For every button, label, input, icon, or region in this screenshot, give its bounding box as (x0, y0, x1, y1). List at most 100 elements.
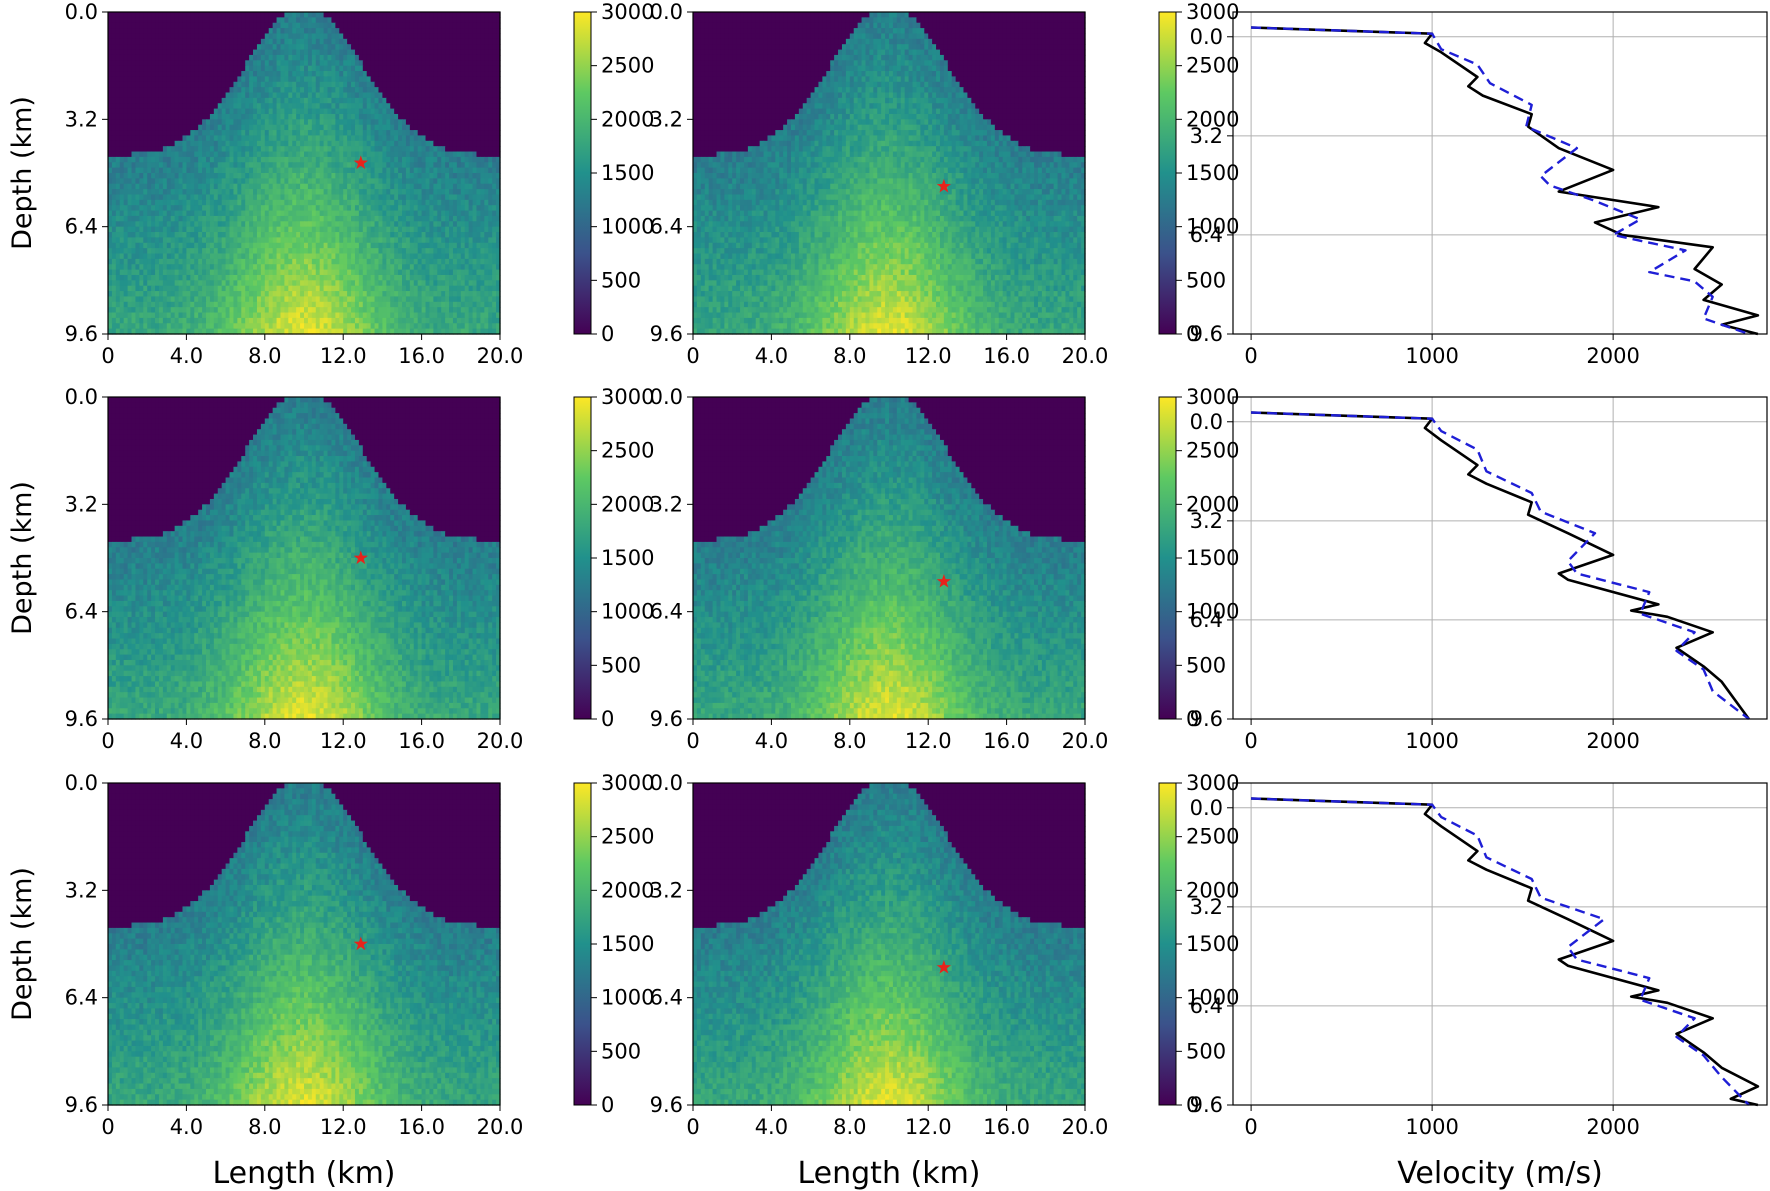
heatmap-cell (315, 274, 321, 281)
heatmap-cell (449, 38, 454, 45)
heatmap-cell (311, 124, 317, 131)
heatmap-cell (115, 12, 121, 18)
heatmap-cell (496, 71, 501, 77)
heatmap-cell (190, 189, 195, 196)
heatmap-cell (272, 173, 278, 179)
heatmap-cell (425, 146, 431, 153)
heatmap-cell (331, 71, 336, 77)
heatmap-cell (449, 140, 454, 147)
heatmap-cell (151, 173, 156, 179)
heatmap-cell (190, 226, 195, 233)
heatmap-cell (139, 221, 144, 228)
heatmap-cell (143, 189, 148, 196)
heatmap-cell (331, 28, 336, 35)
heatmap-cell (272, 253, 278, 260)
heatmap-cell (202, 178, 207, 185)
heatmap-cell (253, 226, 258, 233)
heatmap-cell (268, 119, 274, 126)
heatmap-cell (315, 156, 321, 163)
heatmap-cell (378, 140, 383, 147)
heatmap-cell (354, 146, 360, 153)
heatmap-cell (468, 146, 474, 153)
heatmap-cell (127, 237, 133, 244)
heatmap-cell (276, 108, 282, 115)
heatmap-cell (315, 97, 321, 104)
heatmap-cell (147, 264, 152, 271)
heatmap-cell (182, 242, 187, 249)
heatmap-cell (449, 183, 454, 190)
heatmap-cell (456, 22, 462, 29)
heatmap-cell (115, 92, 121, 99)
heatmap-cell (452, 140, 458, 147)
heatmap-cell (413, 38, 419, 45)
heatmap-cell (241, 199, 246, 206)
heatmap-cell (429, 33, 434, 40)
heatmap-cell (409, 205, 415, 212)
heatmap-cell (151, 38, 156, 45)
heatmap-cell (166, 226, 172, 233)
heatmap-cell (237, 54, 242, 61)
heatmap-cell (433, 103, 438, 110)
heatmap-cell (229, 151, 235, 158)
heatmap-cell (245, 28, 250, 35)
heatmap-cell (413, 183, 419, 190)
heatmap-cell (421, 274, 427, 281)
heatmap-cell (253, 135, 258, 142)
heatmap-cell (241, 178, 246, 185)
heatmap-cell (182, 264, 187, 271)
heatmap-cell (354, 140, 360, 147)
heatmap-cell (151, 178, 156, 185)
heatmap-cell (354, 269, 360, 276)
heatmap-cell (480, 76, 485, 83)
heatmap-cell (464, 146, 470, 153)
heatmap-cell (213, 60, 219, 67)
heatmap-cell (323, 54, 329, 61)
heatmap-cell (394, 162, 399, 169)
heatmap-cell (190, 130, 195, 137)
heatmap-cell (421, 183, 427, 190)
heatmap-cell (300, 248, 305, 255)
heatmap-cell (296, 65, 301, 72)
heatmap-cell (315, 22, 321, 29)
heatmap-cell (276, 151, 282, 158)
heatmap-cell (108, 210, 113, 217)
heatmap-cell (311, 81, 317, 88)
heatmap-cell (492, 130, 497, 137)
heatmap-cell (280, 215, 285, 222)
heatmap-cell (488, 248, 493, 255)
heatmap-cell (237, 44, 242, 51)
heatmap-cell (413, 28, 419, 35)
heatmap-cell (417, 60, 423, 67)
heatmap-cell (402, 60, 407, 67)
heatmap-cell (343, 162, 348, 169)
heatmap-cell (221, 54, 227, 61)
heatmap-cell (402, 81, 407, 88)
heatmap-cell (358, 87, 364, 94)
heatmap-cell (166, 205, 172, 212)
heatmap-cell (233, 49, 238, 56)
heatmap-cell (194, 135, 199, 142)
heatmap-cell (241, 146, 246, 153)
heatmap-cell (296, 97, 301, 104)
heatmap-cell (370, 33, 376, 40)
heatmap-cell (339, 97, 344, 104)
heatmap-cell (272, 156, 278, 163)
heatmap-cell (209, 119, 215, 126)
heatmap-cell (460, 108, 466, 115)
heatmap-cell (460, 124, 466, 131)
heatmap-cell (441, 178, 446, 185)
heatmap-cell (351, 60, 356, 67)
heatmap-cell (233, 226, 238, 233)
heatmap-cell (292, 54, 297, 61)
heatmap-cell (253, 38, 258, 45)
heatmap-cell (402, 17, 407, 24)
heatmap-cell (402, 146, 407, 153)
heatmap-cell (323, 65, 329, 72)
heatmap-cell (492, 258, 497, 265)
heatmap-cell (480, 130, 485, 137)
heatmap-cell (296, 60, 301, 67)
heatmap-cell (425, 49, 431, 56)
heatmap-cell (178, 167, 184, 174)
heatmap-cell (229, 119, 235, 126)
heatmap-cell (327, 189, 333, 196)
